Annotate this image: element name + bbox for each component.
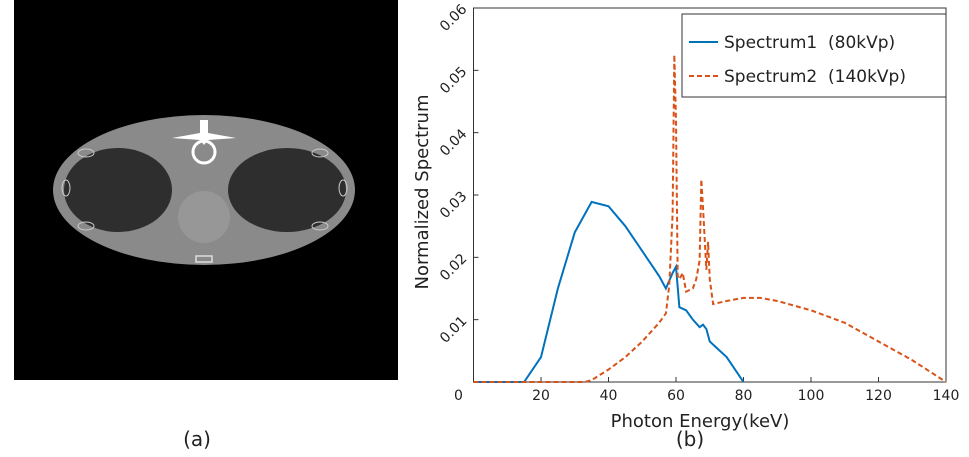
phantom-image (14, 0, 398, 380)
legend-box (681, 13, 947, 98)
series-line (473, 54, 947, 383)
x-tick-label: 0 (454, 388, 463, 404)
x-tick-label: 60 (667, 388, 685, 404)
x-tick-label: 120 (865, 388, 892, 404)
y-tick-label: 0.01 (437, 313, 470, 346)
panel-caption: (b) (676, 427, 704, 451)
x-tick-label: 80 (735, 388, 753, 404)
x-tick-label: 40 (600, 388, 618, 404)
legend-label: Spectrum1 (80kVp) (724, 33, 895, 53)
y-tick-label: 0.06 (437, 1, 470, 34)
x-tick-label: 20 (532, 388, 550, 404)
series-line (473, 200, 745, 383)
y-tick-label: 0.05 (437, 64, 470, 97)
y-tick-label: 0.02 (437, 251, 470, 284)
legend: Spectrum1 (80kVp) Spectrum2 (140kVp) (681, 13, 947, 98)
x-tick-label: 140 (933, 388, 960, 404)
x-tick-label: 100 (798, 388, 825, 404)
y-tick-label: 0.04 (437, 126, 470, 159)
y-tick-label: 0.03 (437, 189, 470, 222)
panel-caption: (a) (183, 427, 211, 451)
legend-label: Spectrum2 (140kVp) (724, 67, 906, 87)
y-axis-label: Normalized Spectrum (412, 94, 433, 289)
x-axis-label: Photon Energy(keV) (611, 411, 790, 432)
